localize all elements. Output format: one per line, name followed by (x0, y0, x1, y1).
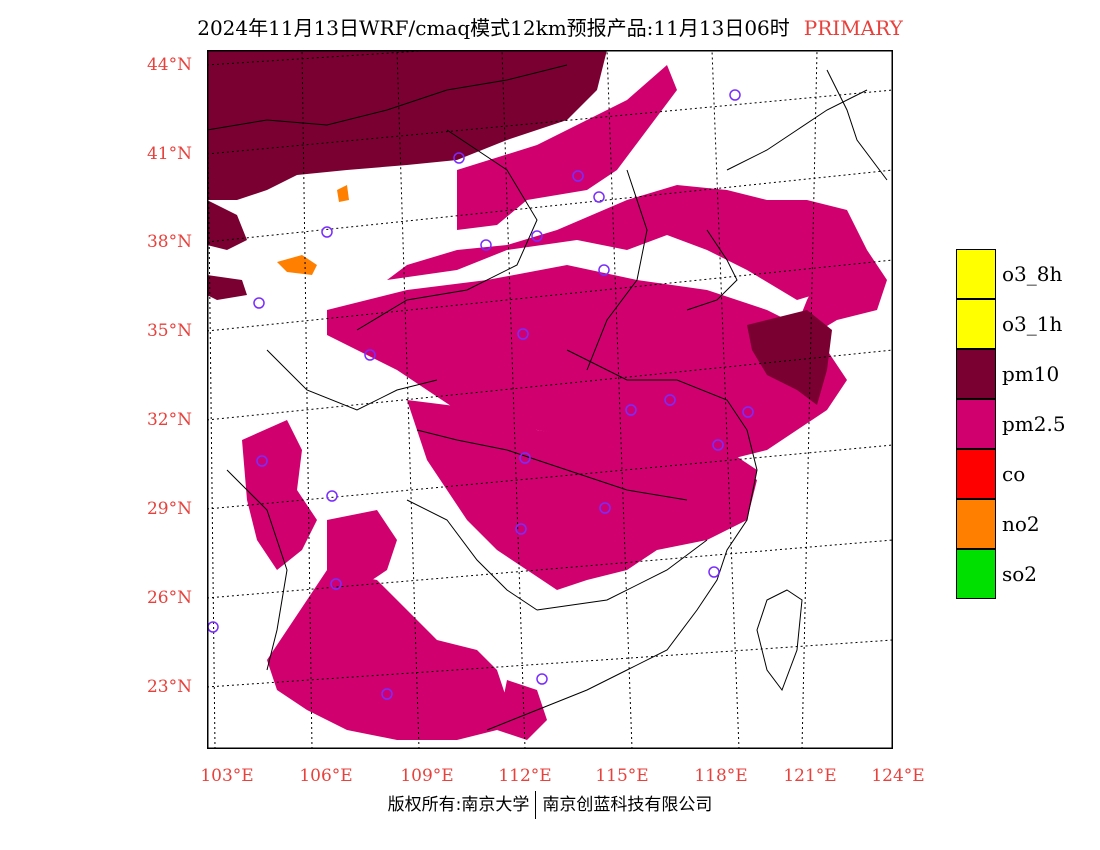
boundaries (207, 64, 888, 731)
lon-label-103e: 103°E (200, 766, 254, 786)
lon-label-115e: 115°E (595, 766, 649, 786)
legend-label: pm10 (1002, 362, 1060, 386)
pm25-layer (242, 65, 887, 740)
legend-swatch (956, 449, 996, 499)
map-title: 2024年11月13日WRF/cmaq模式12km预报产品:11月13日06时 P… (0, 12, 1100, 41)
legend-label: no2 (1002, 512, 1040, 536)
legend-swatch (956, 299, 996, 349)
legend-swatch (956, 249, 996, 299)
lon-label-112e: 112°E (498, 766, 552, 786)
lon-label-121e: 121°E (783, 766, 837, 786)
legend-swatch (956, 399, 996, 449)
legend-label: co (1002, 462, 1026, 486)
legend-swatch (956, 499, 996, 549)
lat-label-26n: 26°N (146, 588, 192, 608)
station-markers (207, 89, 754, 700)
lat-label-32n: 32°N (146, 410, 192, 430)
copyright-left: 版权所有:南京大学 (387, 795, 530, 815)
legend-label: so2 (1002, 562, 1038, 586)
lat-label-41n: 41°N (146, 144, 192, 164)
legend-label: pm2.5 (1002, 412, 1066, 436)
lon-label-124e: 124°E (871, 766, 925, 786)
copyright-right: 南京创蓝科技有限公司 (542, 795, 713, 815)
lon-label-106e: 106°E (299, 766, 353, 786)
lat-label-44n: 44°N (146, 55, 192, 75)
legend-swatch (956, 549, 996, 599)
legend-label: o3_1h (1002, 312, 1063, 336)
no2-layer (277, 185, 349, 275)
title-text: 2024年11月13日WRF/cmaq模式12km预报产品:11月13日06时 (197, 16, 790, 40)
legend-swatch (956, 349, 996, 399)
pollutant-map (207, 50, 893, 749)
lon-label-109e: 109°E (400, 766, 454, 786)
lat-label-29n: 29°N (146, 499, 192, 519)
primary-tag: PRIMARY (803, 16, 903, 40)
lat-label-35n: 35°N (146, 321, 192, 341)
footer-divider (535, 791, 537, 819)
lat-label-38n: 38°N (146, 232, 192, 252)
legend-label: o3_8h (1002, 262, 1063, 286)
copyright-footer: 版权所有:南京大学 南京创蓝科技有限公司 (0, 790, 1100, 819)
map-frame (207, 50, 893, 749)
lat-label-23n: 23°N (146, 677, 192, 697)
lon-label-118e: 118°E (694, 766, 748, 786)
